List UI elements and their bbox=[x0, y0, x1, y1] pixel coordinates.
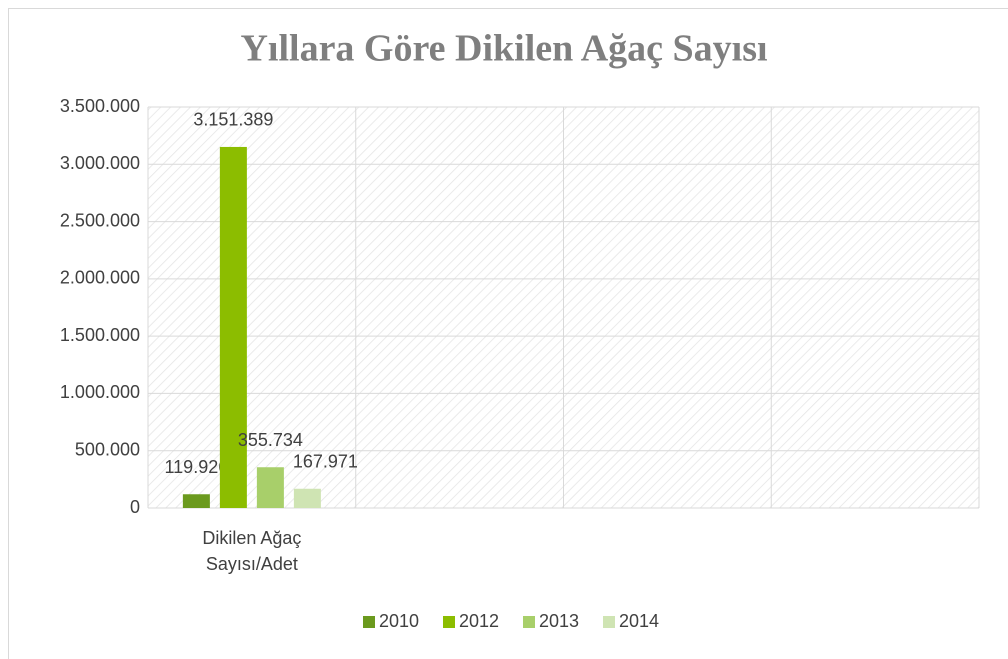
legend-swatch bbox=[363, 616, 375, 628]
legend-label: 2013 bbox=[539, 611, 579, 631]
data-label: 355.734 bbox=[238, 430, 303, 450]
y-tick-label: 3.500.000 bbox=[60, 96, 140, 116]
y-tick-label: 2.000.000 bbox=[60, 268, 140, 288]
data-label: 3.151.389 bbox=[193, 110, 273, 130]
legend-swatch bbox=[523, 616, 535, 628]
bar bbox=[293, 488, 321, 508]
y-tick-label: 3.000.000 bbox=[60, 153, 140, 173]
y-tick-label: 1.500.000 bbox=[60, 325, 140, 345]
x-tick-label: Dikilen Ağaç Sayısı/Adet bbox=[202, 528, 302, 574]
legend-swatch bbox=[603, 616, 615, 628]
bar bbox=[256, 467, 284, 508]
bar bbox=[219, 146, 247, 508]
bar bbox=[182, 494, 210, 508]
y-tick-label: 1.000.000 bbox=[60, 382, 140, 402]
chart-border bbox=[8, 8, 1008, 659]
legend-swatch bbox=[443, 616, 455, 628]
y-tick-label: 0 bbox=[130, 497, 140, 517]
legend-label: 2014 bbox=[619, 611, 659, 631]
y-tick-label: 500.000 bbox=[75, 439, 140, 459]
legend-label: 2012 bbox=[459, 611, 499, 631]
y-tick-label: 2.500.000 bbox=[60, 210, 140, 230]
legend-label: 2010 bbox=[379, 611, 419, 631]
data-label: 119.926 bbox=[165, 457, 229, 477]
chart-title: Yıllara Göre Dikilen Ağaç Sayısı bbox=[240, 28, 767, 70]
data-label: 167.971 bbox=[293, 452, 358, 472]
